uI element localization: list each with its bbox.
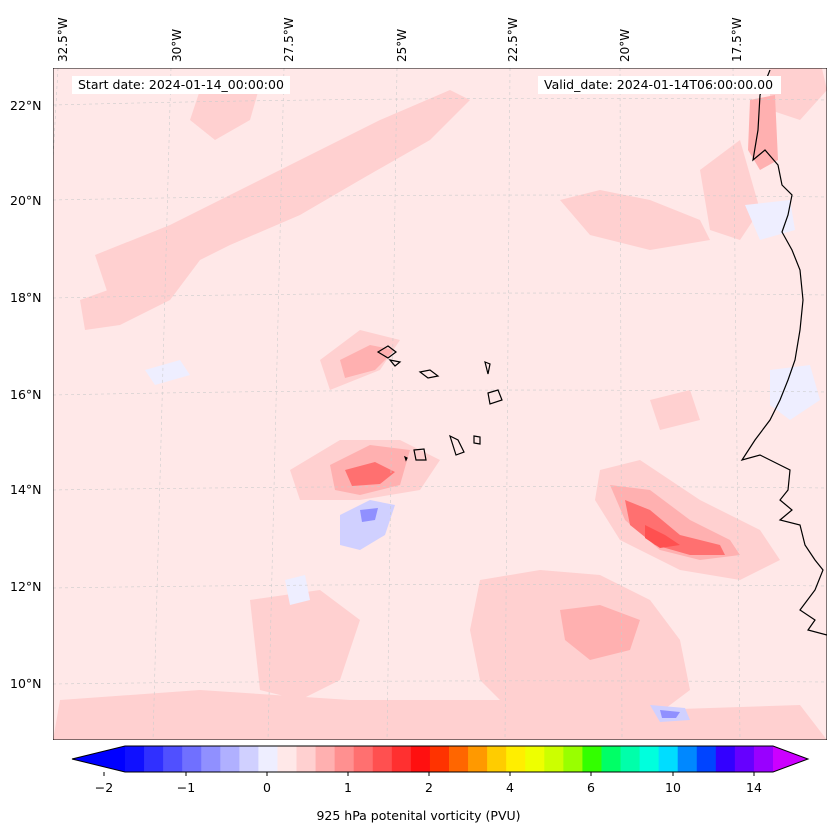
colorbar-tick: 6 [587, 780, 595, 795]
colorbar-swatch [563, 746, 583, 772]
colorbar-min-extend [72, 746, 125, 772]
lat-label: 20°N [10, 193, 42, 208]
colorbar-swatch [353, 746, 374, 772]
colorbar-swatch [220, 746, 240, 772]
colorbar-swatch [601, 746, 622, 772]
colorbar-swatch [429, 746, 450, 772]
coastline [376, 69, 827, 636]
lon-label: 30°W [170, 28, 184, 62]
colorbar-swatch [753, 746, 774, 772]
colorbar-tick: −2 [94, 780, 114, 795]
colorbar-swatch [639, 746, 660, 772]
colorbar-swatch [620, 746, 641, 772]
lat-label: 14°N [10, 482, 42, 497]
colorbar-swatch [487, 746, 507, 772]
colorbar-swatch [201, 746, 221, 772]
colorbar-tick: 0 [263, 780, 271, 795]
colorbar-swatch [658, 746, 679, 772]
colorbar-tick: 4 [506, 780, 514, 795]
map-background [53, 68, 827, 740]
graticule [53, 68, 827, 740]
colorbar-tick: 10 [665, 780, 681, 795]
valid-date-label: Valid_date: 2024-01-14T06:00:00.00 [538, 76, 782, 94]
colorbar-swatch [525, 746, 545, 772]
colorbar-outline [71, 745, 810, 773]
colorbar-swatch [125, 746, 145, 772]
lat-label: 22°N [10, 98, 42, 113]
lon-label: 27.5°W [282, 17, 296, 62]
colorbar-swatch [144, 746, 164, 772]
colorbar-swatch [239, 746, 259, 772]
colorbar-label: 925 hPa potenital vorticity (PVU) [316, 808, 521, 823]
lon-label: 22.5°W [506, 17, 520, 62]
colorbar-swatch [468, 746, 488, 772]
colorbar-swatch [277, 746, 298, 772]
colorbar-swatch [696, 746, 717, 772]
colorbar-swatch [544, 746, 564, 772]
colorbar-swatch [315, 746, 336, 772]
colorbar-swatch [334, 746, 355, 772]
colorbar-swatch [296, 746, 317, 772]
colorbar-swatch [734, 746, 755, 772]
colorbar-tick: 2 [425, 780, 433, 795]
colorbar-swatch [715, 746, 736, 772]
colorbar-swatch [258, 746, 278, 772]
colorbar-swatch [410, 746, 431, 772]
colorbar-swatch [372, 746, 393, 772]
colorbar-swatch [506, 746, 526, 772]
colorbar-swatch [182, 746, 202, 772]
colorbar-max-extend [773, 746, 808, 772]
colorbar-swatch [582, 746, 602, 772]
lon-label: 25°W [395, 28, 409, 62]
colorbar-swatch [677, 746, 698, 772]
lon-label: 32.5°W [56, 17, 70, 62]
colorbar-swatch [163, 746, 183, 772]
colorbar-tick: 14 [746, 780, 762, 795]
lat-label: 18°N [10, 290, 42, 305]
colorbar [71, 745, 810, 776]
colorbar-swatch [449, 746, 469, 772]
colorbar-tick: 1 [344, 780, 352, 795]
lon-label: 17.5°W [730, 17, 744, 62]
lon-label: 20°W [618, 28, 632, 62]
lat-label: 16°N [10, 387, 42, 402]
lat-label: 12°N [10, 579, 42, 594]
lat-label: 10°N [10, 676, 42, 691]
colorbar-swatch [391, 746, 412, 772]
start-date-label: Start date: 2024-01-14_00:00:00 [72, 76, 290, 94]
colorbar-tick: −1 [176, 780, 196, 795]
